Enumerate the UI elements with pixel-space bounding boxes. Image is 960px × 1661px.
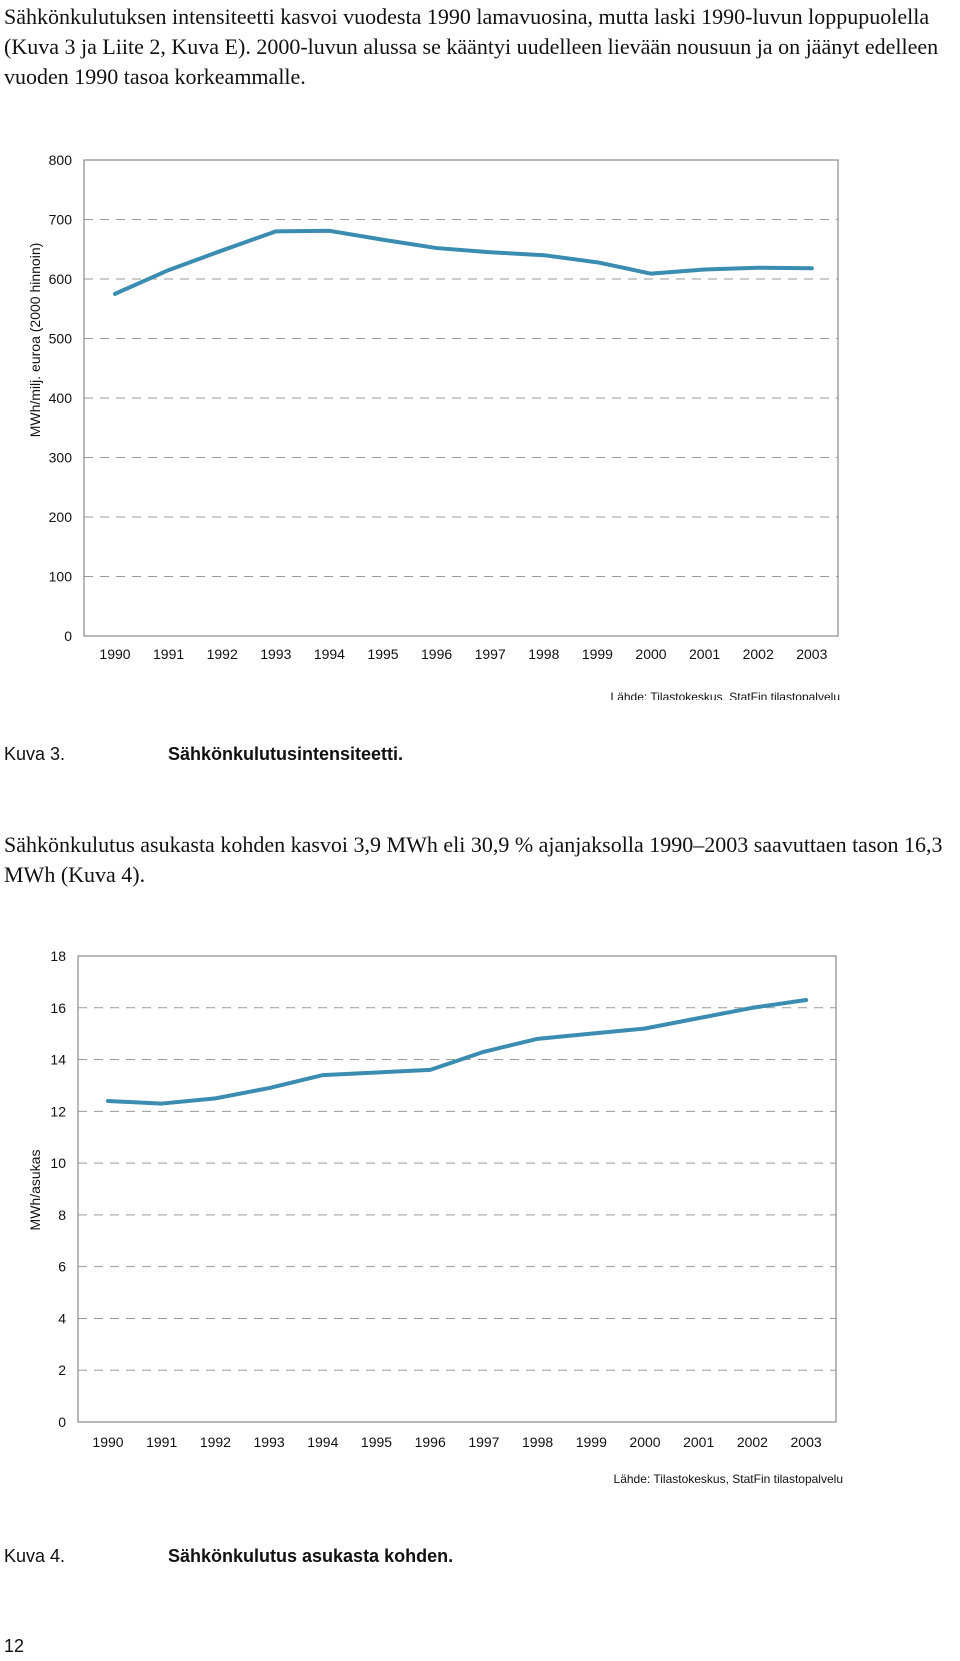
figure-number: Kuva 3. — [4, 744, 66, 764]
data-point — [274, 229, 278, 233]
x-tick-label: 1993 — [260, 646, 291, 662]
y-tick-label: 2 — [58, 1362, 66, 1378]
x-tick-label: 2001 — [689, 646, 720, 662]
x-tick-label: 1990 — [99, 646, 130, 662]
x-tick-label: 1996 — [421, 646, 452, 662]
data-point — [756, 266, 760, 270]
source-note: Lähde: Tilastokeskus, StatFin tilastopal… — [614, 1472, 843, 1486]
x-tick-label: 1999 — [576, 1434, 607, 1450]
data-point — [649, 272, 653, 276]
x-tick-label: 1999 — [582, 646, 613, 662]
y-tick-label: 600 — [49, 271, 73, 287]
y-tick-label: 800 — [49, 152, 73, 168]
data-point — [643, 1026, 647, 1030]
x-tick-label: 1993 — [254, 1434, 285, 1450]
y-tick-label: 12 — [50, 1103, 66, 1119]
data-point — [375, 1071, 378, 1074]
middle-paragraph: Sähkönkulutus asukasta kohden kasvoi 3,9… — [4, 832, 943, 887]
y-tick-label: 700 — [49, 212, 73, 228]
series-line — [106, 998, 809, 1106]
data-point — [595, 260, 599, 264]
x-tick-label: 1997 — [468, 1434, 499, 1450]
data-point — [697, 1016, 701, 1020]
x-tick-label: 1991 — [146, 1434, 177, 1450]
figure-title: Sähkönkulutus asukasta kohden. — [168, 1546, 454, 1566]
data-point — [482, 1050, 486, 1054]
chart-electricity-intensity: 0 100 200 300 400 500 600 700 800 1990 1991 1992 199… — [27, 152, 840, 700]
x-tick-label: 1990 — [92, 1434, 123, 1450]
y-tick-label: 18 — [50, 948, 66, 964]
data-point — [113, 292, 117, 296]
plot-frame — [83, 159, 839, 637]
intro-paragraph: Sähkönkulutuksen intensiteetti kasvoi vu… — [4, 4, 939, 89]
y-tick-label: 16 — [50, 1000, 66, 1016]
x-tick-label: 2001 — [683, 1434, 714, 1450]
data-point — [381, 238, 385, 242]
y-tick-label: 10 — [50, 1155, 66, 1171]
figure-title: Sähkönkulutusintensiteetti. — [168, 744, 404, 764]
y-tick-label: 100 — [49, 569, 73, 585]
x-tick-label: 1995 — [361, 1434, 392, 1450]
plot-frame — [77, 955, 837, 1423]
data-point — [536, 1037, 540, 1041]
data-point — [220, 248, 224, 252]
x-tick-label: 1997 — [475, 646, 506, 662]
y-tick-label: 14 — [50, 1052, 66, 1068]
y-tick-label: 500 — [49, 331, 73, 347]
x-tick-label: 1996 — [415, 1434, 446, 1450]
chart-electricity-per-capita: 0 2 4 6 8 10 12 14 16 18 1990 1991 1992 1993 1994 1995 1… — [27, 948, 843, 1486]
data-point — [160, 1102, 164, 1106]
figure-number: Kuva 4. — [4, 1546, 66, 1566]
data-point — [327, 229, 331, 233]
data-point — [810, 266, 814, 270]
data-point — [213, 1096, 217, 1100]
x-tick-label: 2003 — [796, 646, 827, 662]
y-tick-label: 300 — [49, 450, 73, 466]
x-tick-label: 1994 — [307, 1434, 338, 1450]
x-tick-label: 1992 — [200, 1434, 231, 1450]
data-point — [542, 253, 546, 257]
x-tick-label: 2000 — [635, 646, 666, 662]
x-tick-label: 2003 — [791, 1434, 822, 1450]
x-tick-label: 1998 — [522, 1434, 553, 1450]
data-point — [321, 1073, 325, 1077]
y-tick-label: 200 — [49, 509, 73, 525]
data-point — [435, 246, 439, 250]
y-tick-label: 0 — [58, 1414, 66, 1430]
data-point — [267, 1086, 271, 1090]
x-tick-label: 1992 — [207, 646, 238, 662]
page-number: 12 — [4, 1636, 25, 1656]
x-tick-label: 1998 — [528, 646, 559, 662]
x-tick-label: 2002 — [737, 1434, 768, 1450]
x-tick-label: 1995 — [367, 646, 398, 662]
data-point — [106, 1099, 110, 1103]
data-point — [167, 268, 171, 272]
y-axis-label: MWh/milj. euroa (2000 hinnoin) — [27, 243, 43, 438]
x-tick-label: 2002 — [743, 646, 774, 662]
data-point — [750, 1006, 754, 1010]
x-tick-label: 1991 — [153, 646, 184, 662]
data-point — [703, 267, 707, 271]
y-tick-label: 4 — [58, 1310, 66, 1326]
data-point — [488, 250, 492, 254]
x-tick-label: 1994 — [314, 646, 345, 662]
y-tick-label: 6 — [58, 1259, 66, 1275]
y-tick-label: 400 — [49, 390, 73, 406]
source-note: Lähde: Tilastokeskus, StatFin tilastopal… — [611, 690, 840, 700]
data-point — [589, 1032, 593, 1036]
series-line — [113, 228, 814, 296]
data-point — [428, 1068, 432, 1072]
y-tick-label: 0 — [64, 628, 72, 644]
y-tick-label: 8 — [58, 1207, 66, 1223]
x-tick-label: 2000 — [629, 1434, 660, 1450]
y-axis-label: MWh/asukas — [27, 1150, 43, 1231]
data-point — [804, 998, 808, 1002]
